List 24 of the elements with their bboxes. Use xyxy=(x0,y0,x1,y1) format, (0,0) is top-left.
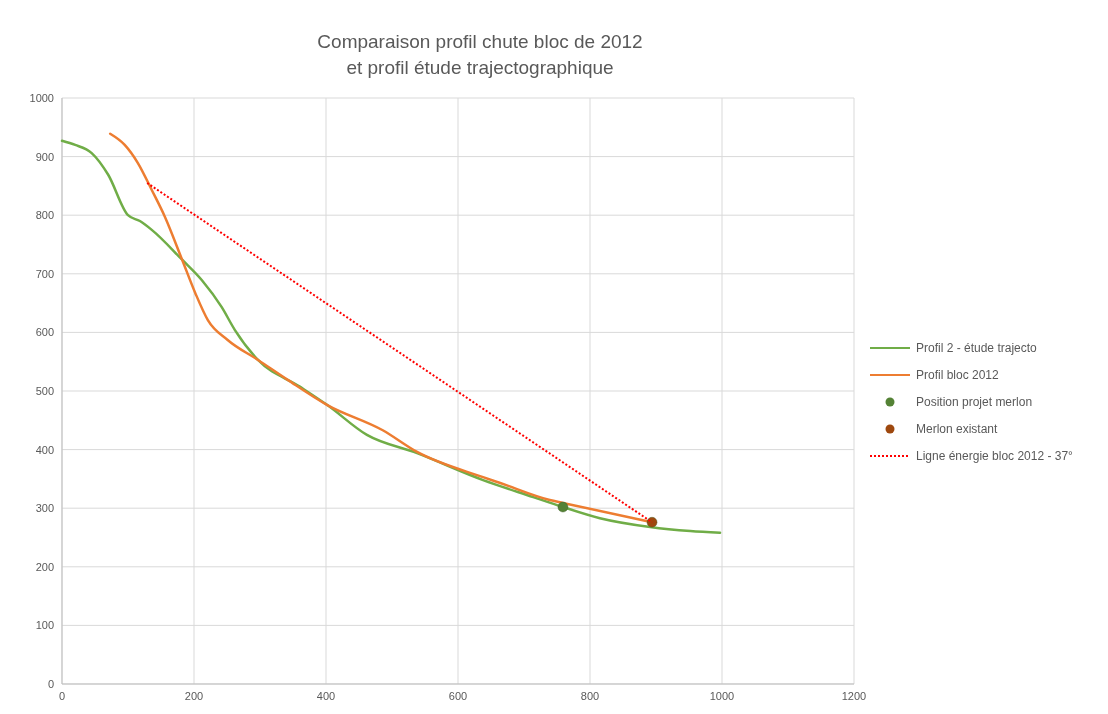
legend-label: Position projet merlon xyxy=(916,395,1033,409)
y-tick-label: 100 xyxy=(35,619,54,632)
x-tick-label: 1200 xyxy=(841,690,867,702)
y-tick-label: 500 xyxy=(35,385,54,397)
x-tick-label: 200 xyxy=(184,690,204,702)
y-tick-label: 900 xyxy=(35,150,54,163)
y-tick-label: 700 xyxy=(35,267,54,280)
y-tick-label: 800 xyxy=(35,209,54,222)
y-tick-label: 600 xyxy=(35,326,54,339)
y-tick-label: 1000 xyxy=(29,92,54,104)
y-tick-label: 300 xyxy=(35,502,54,515)
y-tick-label: 200 xyxy=(35,560,54,573)
x-tick-label: 600 xyxy=(448,690,468,702)
legend-label: Profil 2 - étude trajecto xyxy=(916,341,1038,355)
y-tick-label: 400 xyxy=(35,443,54,456)
x-tick-label: 0 xyxy=(58,690,66,702)
legend-label: Merlon existant xyxy=(916,422,999,436)
legend-label: Profil bloc 2012 xyxy=(916,368,1000,382)
legend-label: Ligne énergie bloc 2012 - 37° xyxy=(916,449,1074,463)
y-tick-label: 0 xyxy=(47,678,54,690)
x-tick-label: 800 xyxy=(580,690,600,702)
x-tick-label: 400 xyxy=(316,690,336,702)
x-tick-label: 1000 xyxy=(709,690,735,702)
chart-title: Comparaison profil chute bloc de 2012 et profil étude trajectographique xyxy=(317,31,643,78)
